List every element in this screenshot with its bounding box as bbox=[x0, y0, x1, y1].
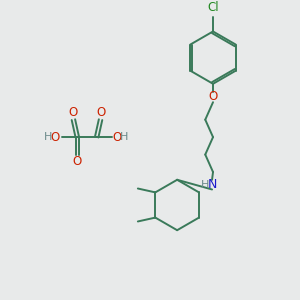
Text: O: O bbox=[73, 155, 82, 168]
Text: O: O bbox=[50, 130, 60, 144]
Text: O: O bbox=[112, 130, 122, 144]
Text: O: O bbox=[96, 106, 105, 119]
Text: H: H bbox=[44, 132, 52, 142]
Text: H: H bbox=[120, 132, 128, 142]
Text: N: N bbox=[207, 178, 217, 191]
Text: O: O bbox=[208, 90, 217, 103]
Text: Cl: Cl bbox=[207, 1, 219, 14]
Text: O: O bbox=[69, 106, 78, 119]
Text: H: H bbox=[201, 180, 209, 190]
